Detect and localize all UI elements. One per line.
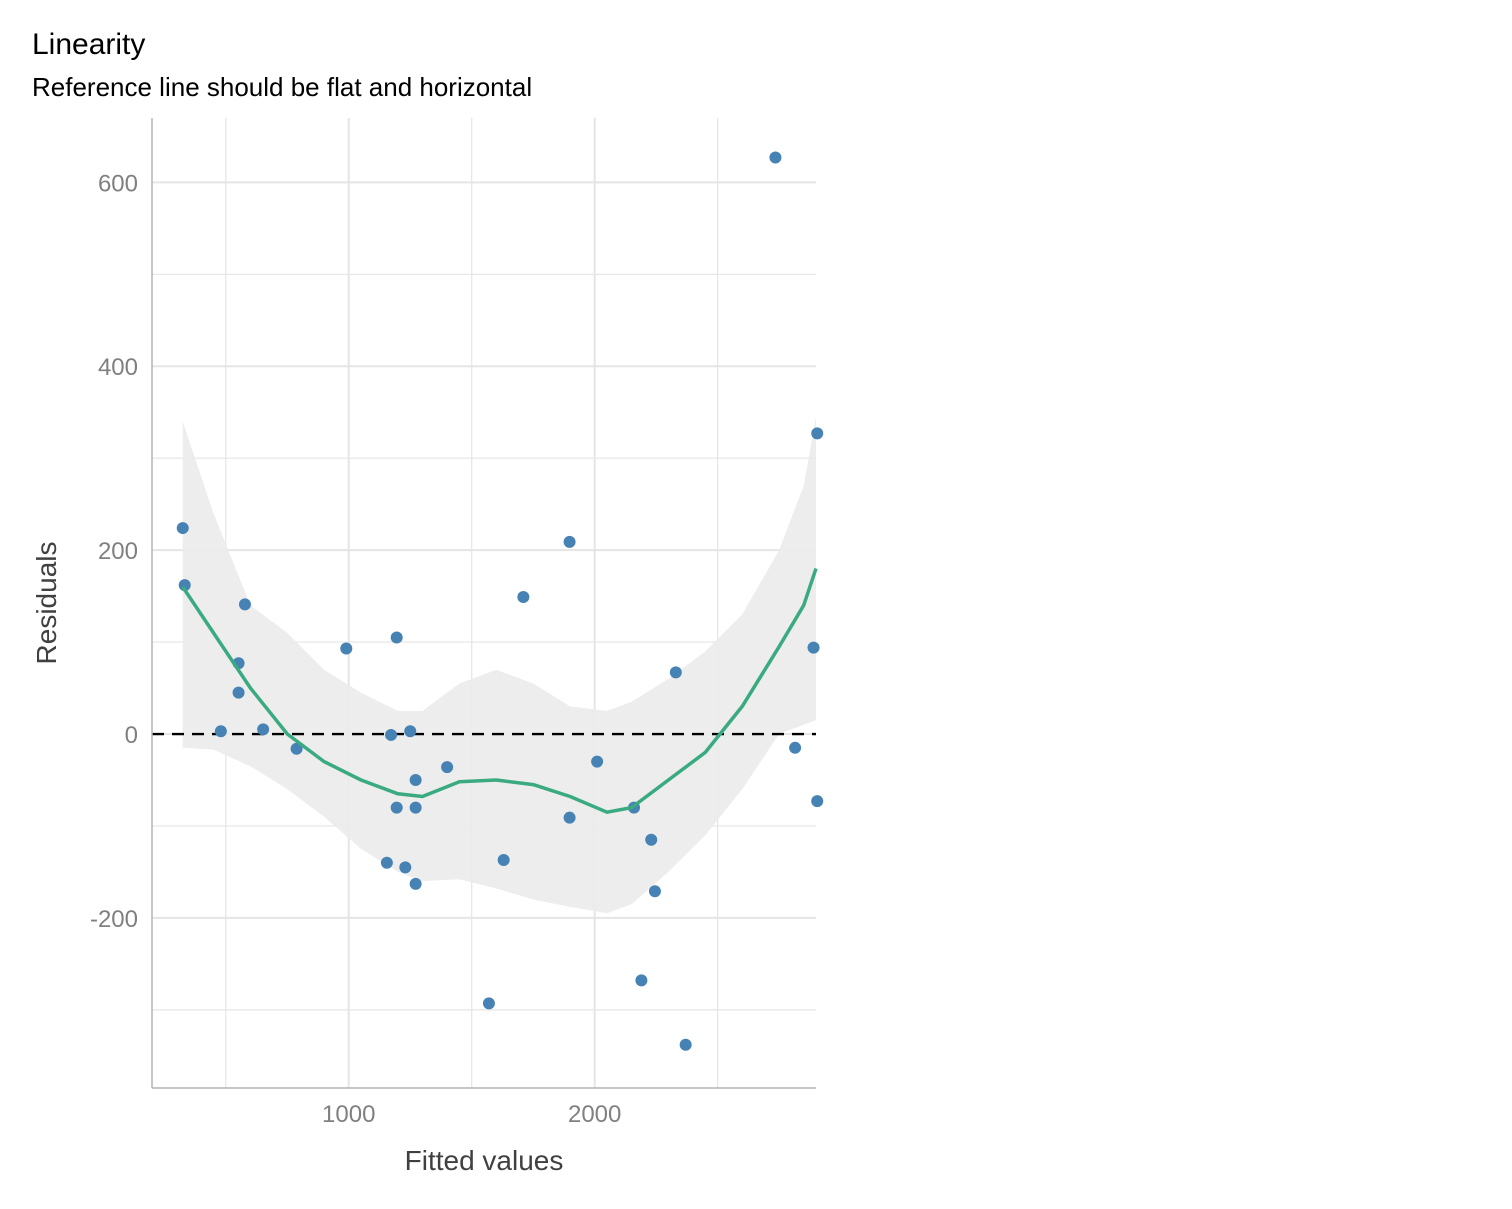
scatter-points <box>176 151 824 1051</box>
data-point <box>404 725 417 738</box>
data-point <box>807 641 820 654</box>
x-tick-label: 1000 <box>322 1101 375 1128</box>
data-point <box>591 755 604 768</box>
data-point <box>482 997 495 1010</box>
data-point <box>645 833 658 846</box>
data-point <box>214 725 227 738</box>
y-tick-label: 200 <box>98 538 138 565</box>
x-tick-label: 2000 <box>568 1101 621 1128</box>
data-point <box>497 853 510 866</box>
data-point <box>789 741 802 754</box>
data-point <box>390 801 403 814</box>
tick-labels: -200 0 200 400 600 1000 2000 <box>90 170 621 1128</box>
data-point <box>340 642 353 655</box>
data-point <box>290 742 303 755</box>
data-point <box>232 686 245 699</box>
data-point <box>380 856 393 869</box>
data-point <box>811 795 824 808</box>
confidence-band <box>182 416 816 914</box>
smooth-line <box>181 567 818 814</box>
y-tick-label: 600 <box>98 170 138 197</box>
data-point <box>441 761 454 774</box>
data-point <box>385 728 398 741</box>
data-point <box>811 427 824 440</box>
data-point <box>176 522 189 535</box>
y-axis-title: Residuals <box>31 542 62 665</box>
axes <box>151 118 816 1089</box>
data-point <box>769 151 782 164</box>
data-point <box>409 801 422 814</box>
data-point <box>238 598 251 611</box>
data-point <box>563 535 576 548</box>
data-point <box>563 811 576 824</box>
y-tick-label: -200 <box>90 906 138 933</box>
y-tick-label: 400 <box>98 354 138 381</box>
data-point <box>648 885 661 898</box>
data-point <box>635 974 648 987</box>
data-point <box>409 773 422 786</box>
chart-subtitle: Reference line should be flat and horizo… <box>32 72 533 102</box>
data-point <box>257 723 270 736</box>
data-point <box>390 631 403 644</box>
x-axis-title: Fitted values <box>405 1145 564 1176</box>
data-point <box>517 591 530 604</box>
y-tick-label: 0 <box>125 722 138 749</box>
data-point <box>409 877 422 890</box>
data-point <box>399 861 412 874</box>
data-point <box>679 1038 692 1051</box>
data-point <box>669 666 682 679</box>
chart-title: Linearity <box>32 28 146 61</box>
grid-lines <box>152 118 816 1088</box>
